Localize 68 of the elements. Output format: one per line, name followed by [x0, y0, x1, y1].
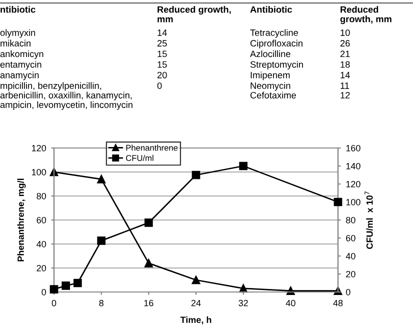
- y-tick-label: 120: [32, 144, 46, 152]
- text: Neomycin Cefotaxime: [250, 82, 296, 98]
- y2-tick-label: 80: [346, 216, 356, 224]
- x-tick-label: 32: [238, 300, 248, 306]
- text: Imipenem: [250, 72, 290, 80]
- text: 10: [340, 29, 350, 36]
- text: Streptomycin: [250, 61, 303, 70]
- point: [192, 276, 200, 284]
- y2-tick-label: 140: [346, 162, 360, 170]
- text: 14: [340, 72, 350, 78]
- x-tick-label: 48: [333, 300, 343, 306]
- x-tick-label: 8: [99, 300, 104, 306]
- y2-tick-label: 0: [346, 288, 350, 296]
- text: 0: [157, 82, 162, 89]
- legend-label: Phenanthrene: [126, 144, 178, 151]
- point: [192, 170, 200, 180]
- point: [334, 198, 342, 206]
- x-tick-label: 24: [191, 300, 201, 306]
- point: [62, 282, 70, 290]
- y2-tick-label: 60: [346, 234, 356, 242]
- y2-tick-label: 40: [346, 252, 356, 260]
- x-axis-title: Time, h: [180, 316, 212, 324]
- text: 15: [158, 50, 167, 58]
- text: Tetracycline: [250, 29, 298, 38]
- text: Reduced growth, mm: [340, 6, 392, 24]
- text: 21: [340, 50, 350, 58]
- point: [239, 162, 248, 170]
- text: Ciprofloxacin: [250, 40, 302, 48]
- y-tick-label: 80: [36, 192, 46, 200]
- y2-tick-label: 120: [346, 180, 360, 188]
- y-tick-label: 40: [36, 240, 46, 248]
- text: Antibiotic: [250, 6, 292, 13]
- text: anamycin: [0, 72, 39, 80]
- point: [50, 285, 58, 294]
- text: ntibiotic: [0, 6, 36, 13]
- text: Azlocilline: [250, 50, 290, 58]
- text: 26: [340, 40, 350, 47]
- text: 14: [158, 30, 167, 36]
- y2-axis-title: CFU/ml x 10$^{7}$: [364, 192, 373, 249]
- y-tick-label: 60: [36, 216, 46, 224]
- point: [97, 236, 106, 245]
- text: ankomicyn: [0, 50, 44, 59]
- text: Reduced growth, mm: [158, 6, 231, 22]
- y2-tick-label: 100: [346, 198, 360, 206]
- y2-tick-label: 160: [346, 144, 360, 152]
- text: olymyxin: [0, 29, 36, 38]
- point: [144, 259, 153, 268]
- text: entamycin: [0, 61, 42, 70]
- text: 20: [157, 72, 167, 78]
- legend-label: CFU/ml: [126, 154, 154, 161]
- text: 11 12: [340, 82, 350, 98]
- y-axis-title: Phenanthrene, mg/l: [17, 178, 26, 262]
- y-tick-label: 100: [32, 168, 46, 176]
- y-tick-label: 0: [42, 288, 46, 296]
- point: [74, 278, 82, 288]
- text: 18: [340, 61, 350, 68]
- point: [97, 175, 106, 184]
- text: mikacin: [0, 40, 30, 47]
- point: [286, 286, 295, 295]
- point: [144, 218, 153, 227]
- x-tick-label: 40: [286, 300, 296, 306]
- y-tick-label: 20: [36, 264, 46, 272]
- text: 25: [157, 40, 167, 47]
- x-tick-label: 16: [144, 300, 154, 306]
- text: 15: [158, 61, 167, 68]
- y2-tick-label: 20: [346, 270, 356, 278]
- x-tick-label: 0: [52, 300, 56, 306]
- text: mpicillin, benzylpenicillin, arbenicillin, oxaxillin, kanamycin, ampicin, levomycetin, lincomycin: [0, 82, 132, 110]
